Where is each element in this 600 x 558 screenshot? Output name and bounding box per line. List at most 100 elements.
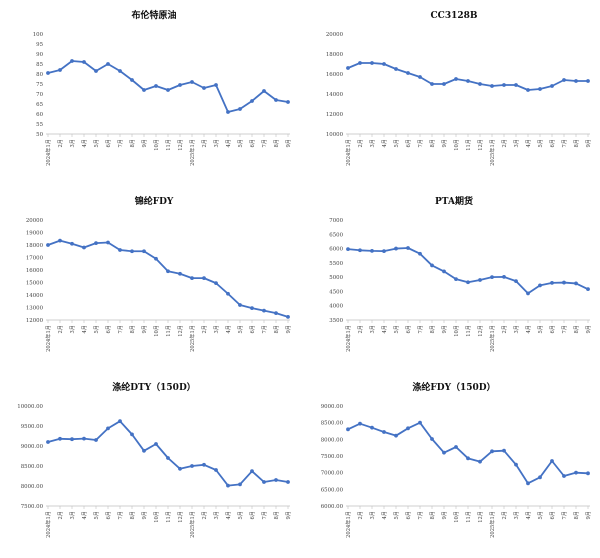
y-tick-label: 10000 — [326, 132, 344, 138]
x-tick-label: 2024年1月 — [44, 325, 52, 352]
x-tick-label: 7月 — [261, 325, 268, 334]
y-tick-label: 18000 — [26, 243, 44, 249]
data-point — [70, 437, 74, 442]
data-point — [142, 448, 146, 453]
x-tick-label: 9月 — [141, 511, 148, 520]
data-point — [238, 303, 242, 307]
data-point — [370, 61, 374, 65]
data-point — [478, 82, 482, 86]
x-tick-label: 4月 — [381, 511, 388, 520]
x-tick-label: 5月 — [237, 325, 244, 334]
x-tick-label: 4月 — [525, 511, 532, 520]
x-tick-label: 7月 — [561, 139, 568, 148]
y-tick-label: 20000 — [326, 32, 344, 38]
data-point — [286, 314, 290, 319]
data-point — [538, 87, 542, 91]
x-tick-label: 5月 — [237, 139, 244, 148]
y-tick-label: 50 — [36, 132, 43, 138]
x-tick-label: 3月 — [69, 511, 76, 520]
data-point — [442, 269, 446, 274]
x-tick-label: 6月 — [405, 139, 412, 148]
y-tick-label: 95 — [36, 42, 43, 48]
x-tick-label: 2025年1月 — [188, 511, 196, 538]
data-point — [394, 246, 398, 251]
y-tick-label: 14000 — [326, 92, 344, 98]
data-point — [106, 426, 110, 431]
chart-panel-cc3128b: CC3128B 10000 12000 14000 16000 18000 20000 202… — [304, 4, 596, 182]
x-tick-label: 2025年1月 — [188, 325, 196, 352]
data-point — [490, 275, 494, 280]
x-tick-label: 6月 — [549, 139, 556, 148]
x-tick-label: 12月 — [477, 511, 484, 523]
x-tick-label: 9月 — [441, 139, 448, 148]
data-point — [142, 249, 146, 254]
x-tick-label: 5月 — [537, 325, 544, 334]
data-point — [358, 61, 362, 65]
data-point — [226, 110, 230, 114]
data-point — [130, 432, 134, 437]
x-tick-label: 8月 — [273, 325, 280, 334]
x-tick-label: 8月 — [273, 139, 280, 148]
data-point — [262, 308, 266, 313]
data-point — [190, 276, 194, 281]
x-tick-label: 11月 — [165, 325, 172, 337]
y-tick-label: 60 — [36, 112, 43, 118]
y-tick-label: 7500.00 — [21, 504, 44, 510]
data-point — [406, 246, 410, 250]
data-point — [574, 79, 578, 83]
x-tick-label: 3月 — [213, 139, 220, 148]
data-point — [418, 75, 422, 79]
x-tick-label: 2024年1月 — [44, 139, 52, 166]
x-tick-label: 8月 — [129, 325, 136, 334]
data-point — [574, 281, 578, 286]
x-tick-label: 8月 — [429, 325, 436, 334]
x-tick-label: 7月 — [261, 139, 268, 148]
data-point — [526, 291, 530, 296]
x-tick-label: 9月 — [141, 139, 148, 148]
x-tick-label: 11月 — [465, 511, 472, 523]
x-tick-label: 3月 — [213, 325, 220, 334]
chart-title: PTA期货 — [435, 195, 473, 207]
data-point — [358, 248, 362, 253]
data-point — [190, 464, 194, 468]
x-tick-label: 5月 — [393, 139, 400, 148]
x-tick-label: 8月 — [573, 325, 580, 334]
data-point — [466, 79, 470, 83]
x-tick-label: 2月 — [57, 511, 64, 520]
y-tick-label: 7000.00 — [321, 471, 344, 477]
y-tick-label: 15000 — [26, 281, 44, 287]
data-point — [466, 280, 470, 285]
y-tick-label: 9000.00 — [321, 404, 344, 410]
chart-panel-polyester-fdy: 涤纶FDY（150D） 6000.00 6500.00 7000.00 7500.00 8… — [304, 376, 596, 554]
y-tick-label: 20000 — [26, 218, 44, 224]
x-tick-label: 12月 — [177, 511, 184, 523]
data-point — [406, 426, 410, 431]
data-point — [490, 84, 494, 88]
chart-panel-polyester-dty: 涤纶DTY（150D） 7500.00 8000.00 8500.00 9000.00 9… — [4, 376, 296, 554]
chart-title: 涤纶DTY（150D） — [112, 381, 196, 393]
data-point — [142, 88, 146, 92]
data-point — [250, 469, 254, 474]
data-point — [382, 430, 386, 434]
series-line — [347, 247, 589, 295]
data-point — [346, 247, 350, 252]
data-point — [250, 99, 254, 103]
x-tick-label: 5月 — [537, 511, 544, 520]
x-tick-label: 7月 — [561, 511, 568, 520]
data-point — [514, 83, 518, 87]
chart-title: 锦纶FDY — [135, 195, 174, 207]
data-point — [286, 100, 290, 104]
data-point — [586, 471, 590, 476]
y-tick-label: 6000.00 — [321, 504, 344, 510]
y-tick-label: 10000.00 — [17, 404, 43, 410]
x-tick-label: 8月 — [429, 511, 436, 520]
data-point — [178, 466, 182, 471]
y-tick-label: 70 — [36, 92, 43, 98]
y-tick-label: 55 — [36, 122, 43, 128]
x-tick-label: 2月 — [501, 139, 508, 148]
x-tick-label: 7月 — [561, 325, 568, 334]
chart-svg-polyester-dty: 涤纶DTY（150D） 7500.00 8000.00 8500.00 9000.00 9… — [17, 381, 292, 538]
x-tick-label: 2月 — [501, 325, 508, 334]
x-tick-label: 9月 — [585, 139, 592, 148]
data-point — [370, 248, 374, 253]
